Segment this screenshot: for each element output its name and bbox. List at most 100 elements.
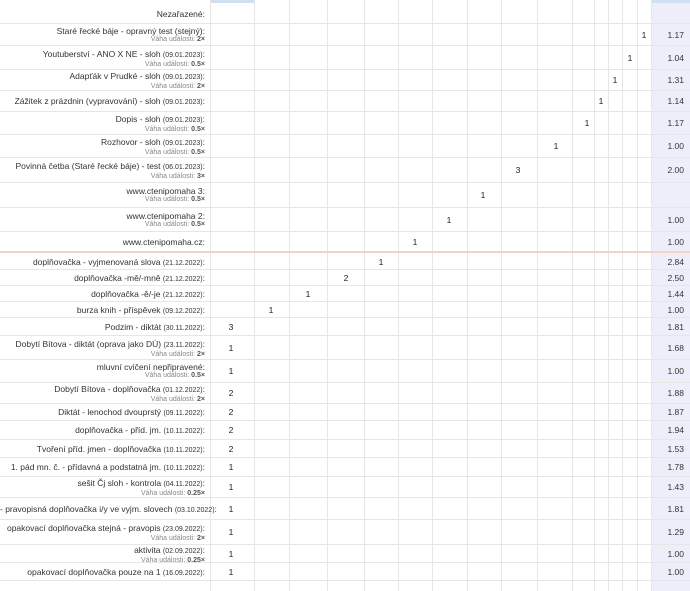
grade-value[interactable]: 1 <box>584 118 590 128</box>
event-label[interactable]: Staré řecké báje - opravný test (stejný)… <box>0 26 205 44</box>
event-date: (01.12.2022) <box>162 387 203 394</box>
event-label[interactable]: aktivita (02.09.2022): Váha události: 0.2… <box>0 545 205 565</box>
grade-value[interactable]: 1 <box>641 29 647 40</box>
event-label[interactable]: Podzim - diktát (30.11.2022): <box>0 322 205 334</box>
event-weight: Váha události: 0.5× <box>144 60 205 68</box>
grid-row-line <box>0 562 690 563</box>
average-column-highlight <box>651 0 690 3</box>
grade-value[interactable]: 1 <box>228 342 234 353</box>
event-label[interactable]: Tvoření příd. jmen - doplňovačka (10.11.… <box>0 444 205 456</box>
grade-value[interactable]: 1 <box>228 527 234 537</box>
event-name: 1. pád mn. č. - přídavná a podstatná jm.… <box>10 462 205 472</box>
event-date: (10.11.2022) <box>163 446 203 454</box>
event-label[interactable]: Diktát - lenochod dvouprstý (09.11.2022)… <box>0 407 205 419</box>
event-title: Diktát - lenochod dvouprstý <box>58 407 162 417</box>
event-name: Diktát - lenochod dvouprstý (09.11.2022)… <box>58 407 205 417</box>
event-title: aktivita <box>134 545 161 555</box>
grade-value[interactable]: 1 <box>228 566 234 577</box>
event-name: doplňovačka -mě/-mně (21.12.2022): <box>74 272 205 283</box>
event-label[interactable]: doplňovačka -ě/-je (21.12.2022): <box>0 289 205 301</box>
grade-value[interactable]: 1 <box>268 304 274 315</box>
grade-value[interactable]: 3 <box>228 321 234 332</box>
grid-column-line <box>467 0 468 591</box>
event-label[interactable]: sešit Čj sloh - kontrola (04.11.2022): Vá… <box>0 478 205 498</box>
grid-row-line <box>0 301 690 302</box>
event-weight: Váha události: 0.5× <box>144 220 205 228</box>
grid-column-line <box>364 0 365 591</box>
grade-value[interactable]: 1 <box>598 96 604 106</box>
event-label[interactable]: Dobytí Bítova - doplňovačka (01.12.2022)… <box>0 384 205 404</box>
grade-value[interactable]: 1 <box>228 462 234 472</box>
running-average: 1.00 <box>667 214 684 225</box>
grade-value[interactable]: 1 <box>228 482 234 492</box>
event-name: Zážitek z prázdnin (vypravování) - sloh … <box>14 96 205 106</box>
grade-value[interactable]: 1 <box>480 190 486 200</box>
event-label[interactable]: burza knih - příspěvek (09.12.2022): <box>0 305 205 317</box>
event-label[interactable]: Dobytí Bítova - diktát (oprava jako DÚ) … <box>0 339 205 359</box>
grade-value[interactable]: 1 <box>228 366 234 376</box>
event-label[interactable]: doplňovačka -mě/-mně (21.12.2022): <box>0 273 205 285</box>
running-average: 1.44 <box>667 288 684 299</box>
event-title: sešit Čj sloh - kontrola <box>77 478 162 488</box>
grid-row-line <box>0 359 690 360</box>
event-label[interactable]: doplňovačka - příd. jm. (10.11.2022): <box>0 425 205 437</box>
grade-value[interactable]: 2 <box>228 407 234 417</box>
grade-value[interactable]: 2 <box>228 443 234 454</box>
running-average: 1.43 <box>667 482 684 492</box>
column-highlight <box>210 0 254 3</box>
grid-row-line <box>0 382 690 383</box>
grid-column-line <box>289 0 290 591</box>
grade-value[interactable]: 1 <box>553 141 559 151</box>
event-label[interactable]: www.ctenipomaha.cz: <box>0 237 205 247</box>
grade-value[interactable]: 1 <box>228 503 234 514</box>
event-label[interactable]: Povinná četba (Staré řecké báje) - test … <box>0 161 206 181</box>
grade-value[interactable]: 3 <box>515 165 521 175</box>
grade-value[interactable]: 1 <box>627 52 633 63</box>
grade-value[interactable]: 1 <box>305 288 311 299</box>
running-average: 1.00 <box>667 566 684 577</box>
event-weight: Váha události: 0.5× <box>144 196 205 203</box>
grid-column-line <box>432 0 433 591</box>
grid-row-line <box>0 403 690 404</box>
event-label[interactable]: Youtuberství - ANO X NE - sloh (09.01.20… <box>0 49 205 69</box>
event-label[interactable]: Adapťák v Prudké - sloh (09.01.2023): Váh… <box>0 71 205 91</box>
event-title: burza knih - příspěvek <box>76 304 161 315</box>
event-date: (30.11.2022) <box>163 324 203 332</box>
event-label[interactable]: Dopis - sloh (09.01.2023): Váha události:… <box>0 114 205 134</box>
event-label[interactable]: Zážitek z prázdnin (vypravování) - sloh … <box>0 96 205 108</box>
event-title: 1. pád mn. č. - přídavná a podstatná jm. <box>10 462 162 472</box>
event-label[interactable]: Rozhovor - sloh (09.01.2023): Váha událos… <box>0 137 205 157</box>
grid-row-line <box>0 476 690 477</box>
event-name: opakovací doplňovačka pouze na 1 (16.09.… <box>27 566 205 577</box>
grade-value[interactable]: 2 <box>228 388 234 398</box>
grade-value[interactable]: 1 <box>378 256 384 267</box>
event-label[interactable]: 1. pád mn. č. - přídavná a podstatná jm.… <box>0 462 205 474</box>
running-average: 1.94 <box>667 425 684 435</box>
event-label[interactable]: doplňovačka - vyjmenovaná slova (21.12.2… <box>0 257 205 269</box>
event-date: (23.11.2022) <box>163 341 203 349</box>
grade-value[interactable]: 1 <box>446 214 452 225</box>
grid-column-line <box>637 0 638 591</box>
running-average: 1.00 <box>667 141 684 151</box>
event-label[interactable]: opakovací doplňovačka stejná - pravopis … <box>0 523 205 543</box>
running-average: 1.00 <box>667 366 684 376</box>
grade-value[interactable]: 1 <box>228 548 234 559</box>
grid-row-line <box>0 457 690 458</box>
grade-value[interactable]: 1 <box>612 75 618 85</box>
category-label: Nezařazené: <box>156 9 205 19</box>
grid-column-line <box>210 0 211 591</box>
event-label[interactable]: mluvní cvičení nepřipravené: Váha událost… <box>0 362 205 380</box>
event-label[interactable]: opakovací doplňovačka pouze na 1 (16.09.… <box>0 567 205 579</box>
grade-value[interactable]: 1 <box>412 236 418 247</box>
event-label[interactable]: - pravopisná doplňovačka i/y ve vyjm. sl… <box>0 504 217 516</box>
event-name: doplňovačka - příd. jm. (10.11.2022): <box>75 425 205 435</box>
event-name: Dobytí Bítova - diktát (oprava jako DÚ) … <box>15 338 205 349</box>
event-label[interactable]: www.ctenipomaha 3: Váha události: 0.5× <box>0 186 205 204</box>
grade-value[interactable]: 2 <box>228 425 234 435</box>
event-title: opakovací doplňovačka pouze na 1 <box>27 566 161 577</box>
event-name: www.ctenipomaha.cz: <box>122 236 205 247</box>
event-label[interactable]: www.ctenipomaha 2: Váha události: 0.5× <box>0 211 205 229</box>
grid-row-line <box>0 544 690 545</box>
grid-column-line <box>537 0 538 591</box>
grade-value[interactable]: 2 <box>343 272 349 283</box>
